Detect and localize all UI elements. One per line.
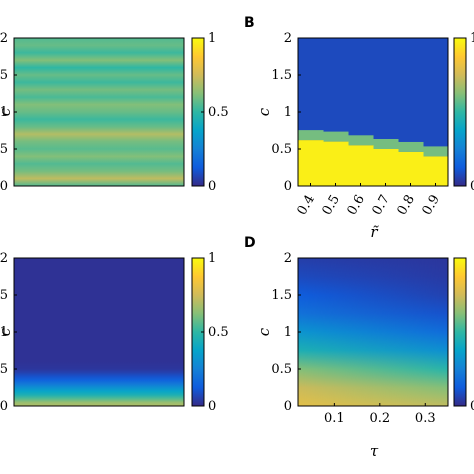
- panel-b-colorbar-frame: [453, 37, 467, 187]
- panel-b-x-tick-4: 0.8: [395, 193, 418, 218]
- panel-d-heatmap-right: [298, 258, 448, 406]
- panel-d-x-tick-1: 0.2: [369, 411, 390, 426]
- panel-b-high-cell: [423, 156, 449, 186]
- panel-c-cb-tick-0: 0: [208, 399, 216, 414]
- panel-b-x-tick-0: 0.4: [295, 193, 318, 218]
- panel-c-cb-tick-1: 0.5: [208, 325, 229, 340]
- panel-b-y-tick-4: 2: [284, 31, 292, 46]
- panel-b-x-tick-1: 0.5: [320, 193, 343, 218]
- panel-c-y-ticks: 0 0.5 1 1.5 2: [0, 251, 17, 414]
- panel-b-edge-cell: [373, 139, 399, 149]
- panel-b: B c r̃ 00.511.52 0.40.50.60.70.80.9 01: [244, 15, 474, 241]
- panel-b-x-tick-2: 0.6: [345, 193, 368, 218]
- panel-c: c 00.511.52 00.51: [0, 251, 229, 414]
- panel-b-edge-cell: [423, 146, 449, 157]
- panel-a-y-tick-3: 1.5: [0, 68, 8, 83]
- panel-a-colorbar: [192, 38, 204, 186]
- panel-c-colorbar-ticks: 00.51: [201, 251, 229, 414]
- panel-a-y-ticks: 0 0.5 1 1.5 2: [0, 31, 17, 194]
- panel-b-high-cell: [298, 140, 324, 186]
- panel-d-y-tick-1: 0.5: [271, 362, 292, 377]
- panel-b-y-tick-2: 1: [284, 105, 292, 120]
- panel-a-cb-tick-1: 0.5: [208, 105, 229, 120]
- panel-b-cb-tick-1: 1: [470, 31, 474, 46]
- panel-b-colorbar: [454, 38, 466, 186]
- panel-a-y-tick-1: 0.5: [0, 142, 8, 157]
- panel-b-cb-tick-0: 0: [470, 179, 474, 194]
- panel-c-y-tick-2: 1: [0, 325, 8, 340]
- panel-a-y-tick-0: 0: [0, 179, 8, 194]
- panel-d-xlabel: τ: [370, 442, 379, 460]
- panel-b-high-cell: [323, 141, 349, 186]
- panel-c-ylabel: c: [0, 327, 14, 336]
- panel-d-cb-tick-0: 0: [470, 399, 474, 414]
- panel-d-y-ticks: 0 0.5 1 1.5 2: [271, 251, 301, 414]
- panel-b-high-cell: [348, 145, 374, 186]
- panel-d-colorbar-ticks: 0: [463, 399, 474, 414]
- panel-b-x-tick-5: 0.9: [420, 193, 443, 218]
- panel-a-heatmap: [14, 38, 184, 186]
- panel-a-y-tick-4: 2: [0, 31, 8, 46]
- panel-b-x-tick-3: 0.7: [370, 193, 393, 218]
- panel-c-colorbar: [192, 258, 204, 406]
- panel-b-x-ticks: 0.4 0.5 0.6 0.7 0.8 0.9: [295, 183, 443, 218]
- panel-b-y-tick-0: 0: [284, 179, 292, 194]
- panel-c-y-tick-0: 0: [0, 399, 8, 414]
- panel-d: D c τ 0 0.5 1 1.5 2 0.1 0.2 0.3 0: [244, 235, 474, 460]
- panel-b-xlabel: r̃: [370, 223, 379, 241]
- panel-a-cb-tick-0: 0: [208, 179, 216, 194]
- panel-b-high-cell: [398, 151, 424, 186]
- panel-c-y-tick-3: 1.5: [0, 288, 8, 303]
- panel-b-high-cell: [373, 149, 399, 186]
- panel-c-heatmap: [14, 258, 184, 406]
- panel-b-edge-cell: [398, 141, 424, 152]
- panel-d-x-ticks: 0.1 0.2 0.3: [324, 403, 436, 426]
- panel-d-y-tick-4: 2: [284, 251, 292, 266]
- panel-b-ylabel: c: [255, 107, 273, 116]
- panel-d-x-tick-0: 0.1: [324, 411, 345, 426]
- panel-b-edge-cell: [323, 131, 349, 142]
- panel-a-ylabel: c: [0, 107, 14, 116]
- panel-b-y-tick-1: 0.5: [271, 142, 292, 157]
- panel-d-colorbar: [454, 258, 466, 406]
- panel-c-cb-tick-2: 1: [208, 251, 216, 266]
- panel-b-colorbar-ticks: 01: [463, 31, 474, 194]
- panel-d-ylabel: c: [255, 327, 273, 336]
- panel-b-y-tick-3: 1.5: [271, 68, 292, 83]
- panel-d-y-tick-0: 0: [284, 399, 292, 414]
- panel-a: c 00.511.52 00.51: [0, 31, 229, 194]
- panel-b-label: B: [244, 15, 255, 31]
- panel-d-label: D: [244, 235, 256, 251]
- panel-b-edge-cell: [298, 130, 324, 141]
- panel-a-y-tick-2: 1: [0, 105, 8, 120]
- panel-a-colorbar-ticks: 00.51: [201, 31, 229, 194]
- panel-d-y-tick-2: 1: [284, 325, 292, 340]
- panel-b-edge-cell: [348, 135, 374, 146]
- panel-d-y-tick-3: 1.5: [271, 288, 292, 303]
- panel-d-colorbar-frame: [453, 257, 467, 407]
- panel-c-y-tick-4: 2: [0, 251, 8, 266]
- panel-c-y-tick-1: 0.5: [0, 362, 8, 377]
- panel-b-y-ticks: 0 0.5 1 1.5 2: [271, 31, 301, 194]
- panel-d-x-tick-2: 0.3: [415, 411, 436, 426]
- panel-a-cb-tick-2: 1: [208, 31, 216, 46]
